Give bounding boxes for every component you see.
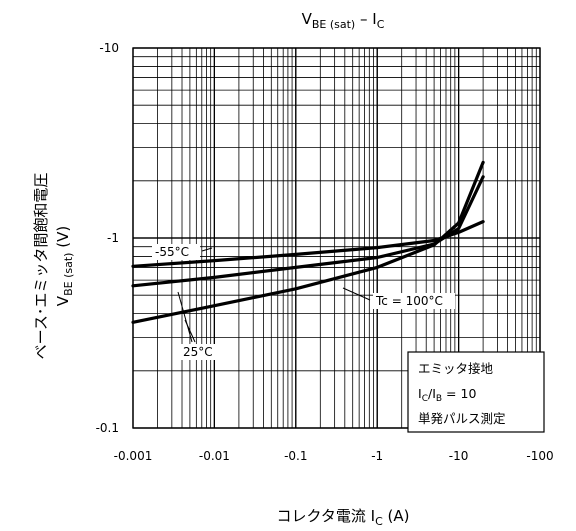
conditions-box: エミッタ接地 IC/IB = 10 単発パルス測定 bbox=[407, 351, 545, 433]
label-minus55: -55°C bbox=[152, 244, 200, 260]
y-tick-label: -10 bbox=[99, 41, 119, 55]
label-100: Tc = 100°C bbox=[373, 293, 455, 309]
condition-line-1: エミッタ接地 bbox=[418, 361, 494, 376]
svg-text:ベース･エミッタ間飽和電圧: ベース･エミッタ間飽和電圧 bbox=[32, 173, 50, 360]
x-tick-label: -1 bbox=[371, 449, 383, 463]
x-tick-label: -100 bbox=[526, 449, 553, 463]
curve-series-2 bbox=[131, 160, 485, 324]
curve-series-1 bbox=[131, 175, 485, 288]
curves bbox=[131, 160, 485, 324]
x-tick-label: -0.01 bbox=[199, 449, 230, 463]
y-axis-label: ベース･エミッタ間飽和電圧 VBE (sat) (V) bbox=[32, 173, 75, 360]
tick-labels: -0.001 -0.01 -0.1 -1 -10 -100 -0.1 -1 -10 bbox=[96, 41, 554, 463]
x-axis-label: コレクタ電流 IC (A) bbox=[276, 507, 409, 528]
label-25-text: 25°C bbox=[183, 345, 213, 359]
label-minus55-text: -55°C bbox=[155, 245, 189, 259]
svg-text:VBE (sat) (V): VBE (sat) (V) bbox=[54, 226, 75, 306]
leader-line bbox=[184, 319, 196, 343]
leader-line bbox=[201, 247, 213, 252]
y-tick-label: -1 bbox=[107, 231, 119, 245]
x-tick-label: -10 bbox=[449, 449, 469, 463]
condition-line-3: 単発パルス測定 bbox=[418, 411, 506, 426]
chart-title: VBE (sat) – IC bbox=[302, 10, 385, 31]
leader-line bbox=[342, 287, 371, 301]
label-25: 25°C bbox=[180, 344, 220, 360]
curve-labels: -55°C 25°C Tc = 100°C bbox=[152, 244, 455, 360]
label-100-text: Tc = 100°C bbox=[375, 294, 443, 308]
x-tick-label: -0.1 bbox=[284, 449, 307, 463]
curve-series-0 bbox=[131, 220, 485, 268]
condition-line-2: IC/IB = 10 bbox=[418, 386, 476, 404]
y-tick-label: -0.1 bbox=[96, 421, 119, 435]
leader-line bbox=[177, 291, 193, 343]
x-tick-label: -0.001 bbox=[114, 449, 153, 463]
